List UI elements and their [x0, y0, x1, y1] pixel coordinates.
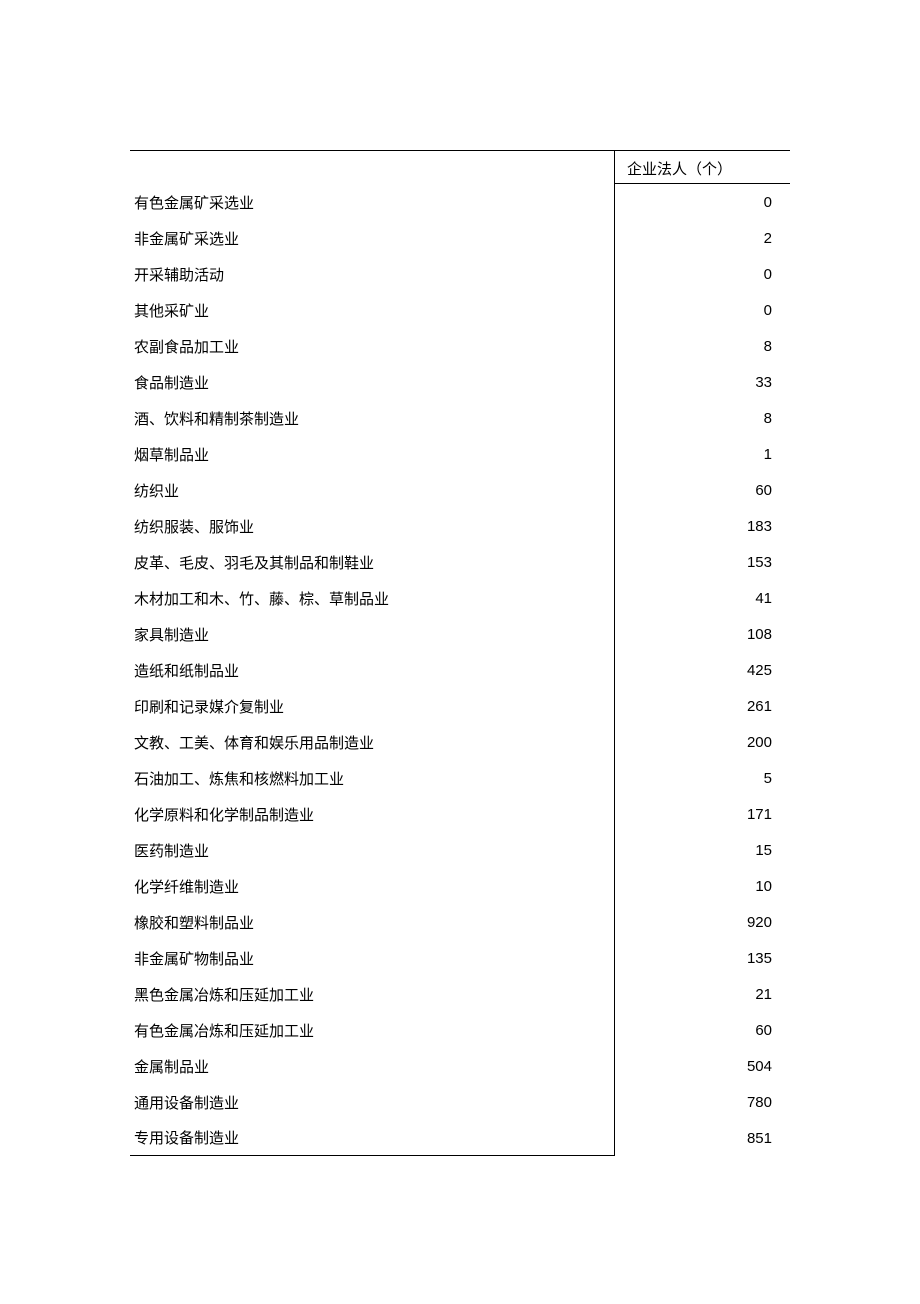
table-row: 黑色金属冶炼和压延加工业21	[130, 976, 790, 1012]
table-row: 非金属矿采选业2	[130, 220, 790, 256]
row-label: 农副食品加工业	[130, 328, 615, 364]
table-row: 纺织业60	[130, 472, 790, 508]
table-row: 农副食品加工业8	[130, 328, 790, 364]
row-value: 135	[615, 940, 790, 976]
row-label: 文教、工美、体育和娱乐用品制造业	[130, 724, 615, 760]
table-row: 专用设备制造业851	[130, 1120, 790, 1156]
table-row: 食品制造业33	[130, 364, 790, 400]
row-label: 开采辅助活动	[130, 256, 615, 292]
row-label: 纺织服装、服饰业	[130, 508, 615, 544]
row-value: 200	[615, 724, 790, 760]
table-row: 开采辅助活动0	[130, 256, 790, 292]
row-value: 10	[615, 868, 790, 904]
row-label: 石油加工、炼焦和核燃料加工业	[130, 760, 615, 796]
row-value: 8	[615, 400, 790, 436]
table-row: 皮革、毛皮、羽毛及其制品和制鞋业153	[130, 544, 790, 580]
row-label: 皮革、毛皮、羽毛及其制品和制鞋业	[130, 544, 615, 580]
row-value: 60	[615, 1012, 790, 1048]
row-label: 木材加工和木、竹、藤、棕、草制品业	[130, 580, 615, 616]
row-value: 183	[615, 508, 790, 544]
table-row: 非金属矿物制品业135	[130, 940, 790, 976]
row-value: 780	[615, 1084, 790, 1120]
row-label: 化学原料和化学制品制造业	[130, 796, 615, 832]
row-value: 851	[615, 1120, 790, 1156]
row-label: 纺织业	[130, 472, 615, 508]
row-label: 通用设备制造业	[130, 1084, 615, 1120]
row-label: 家具制造业	[130, 616, 615, 652]
table-row: 酒、饮料和精制茶制造业8	[130, 400, 790, 436]
row-value: 153	[615, 544, 790, 580]
table-body: 有色金属矿采选业0非金属矿采选业2开采辅助活动0其他采矿业0农副食品加工业8食品…	[130, 184, 790, 1156]
table-row: 造纸和纸制品业425	[130, 652, 790, 688]
row-value: 425	[615, 652, 790, 688]
row-value: 0	[615, 184, 790, 220]
table-row: 医药制造业15	[130, 832, 790, 868]
row-value: 5	[615, 760, 790, 796]
table-row: 烟草制品业1	[130, 436, 790, 472]
table-row: 通用设备制造业780	[130, 1084, 790, 1120]
row-value: 41	[615, 580, 790, 616]
row-label: 金属制品业	[130, 1048, 615, 1084]
row-value: 171	[615, 796, 790, 832]
row-label: 黑色金属冶炼和压延加工业	[130, 976, 615, 1012]
table-row: 石油加工、炼焦和核燃料加工业5	[130, 760, 790, 796]
table-row: 金属制品业504	[130, 1048, 790, 1084]
table-row: 有色金属冶炼和压延加工业60	[130, 1012, 790, 1048]
table-row: 木材加工和木、竹、藤、棕、草制品业41	[130, 580, 790, 616]
row-label: 有色金属矿采选业	[130, 184, 615, 220]
row-value: 21	[615, 976, 790, 1012]
table-row: 家具制造业108	[130, 616, 790, 652]
table-row: 化学纤维制造业10	[130, 868, 790, 904]
table-row: 化学原料和化学制品制造业171	[130, 796, 790, 832]
row-value: 8	[615, 328, 790, 364]
row-value: 15	[615, 832, 790, 868]
row-label: 造纸和纸制品业	[130, 652, 615, 688]
header-empty-cell	[130, 151, 615, 184]
row-value: 108	[615, 616, 790, 652]
row-label: 印刷和记录媒介复制业	[130, 688, 615, 724]
table-row: 其他采矿业0	[130, 292, 790, 328]
row-label: 医药制造业	[130, 832, 615, 868]
row-value: 2	[615, 220, 790, 256]
table-row: 橡胶和塑料制品业920	[130, 904, 790, 940]
table-row: 有色金属矿采选业0	[130, 184, 790, 220]
row-value: 920	[615, 904, 790, 940]
row-value: 33	[615, 364, 790, 400]
industry-table: 企业法人（个） 有色金属矿采选业0非金属矿采选业2开采辅助活动0其他采矿业0农副…	[130, 150, 790, 1156]
row-label: 化学纤维制造业	[130, 868, 615, 904]
table-header-row: 企业法人（个）	[130, 150, 790, 184]
row-label: 非金属矿采选业	[130, 220, 615, 256]
table-row: 文教、工美、体育和娱乐用品制造业200	[130, 724, 790, 760]
row-label: 酒、饮料和精制茶制造业	[130, 400, 615, 436]
row-value: 60	[615, 472, 790, 508]
row-label: 其他采矿业	[130, 292, 615, 328]
header-value-column: 企业法人（个）	[615, 151, 790, 184]
row-value: 0	[615, 292, 790, 328]
row-label: 非金属矿物制品业	[130, 940, 615, 976]
row-value: 0	[615, 256, 790, 292]
row-value: 261	[615, 688, 790, 724]
table-row: 印刷和记录媒介复制业261	[130, 688, 790, 724]
row-label: 橡胶和塑料制品业	[130, 904, 615, 940]
table-row: 纺织服装、服饰业183	[130, 508, 790, 544]
row-label: 烟草制品业	[130, 436, 615, 472]
row-label: 专用设备制造业	[130, 1120, 615, 1156]
row-value: 504	[615, 1048, 790, 1084]
row-value: 1	[615, 436, 790, 472]
row-label: 食品制造业	[130, 364, 615, 400]
row-label: 有色金属冶炼和压延加工业	[130, 1012, 615, 1048]
